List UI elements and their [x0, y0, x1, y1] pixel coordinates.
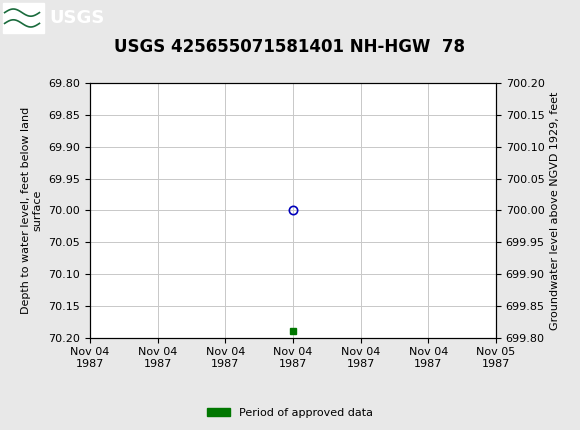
Bar	[3, 3, 43, 33]
Text: USGS 425655071581401 NH-HGW  78: USGS 425655071581401 NH-HGW 78	[114, 38, 466, 56]
Legend: Period of approved data: Period of approved data	[203, 403, 377, 422]
Text: USGS: USGS	[49, 9, 104, 27]
Y-axis label: Depth to water level, feet below land
surface: Depth to water level, feet below land su…	[21, 107, 43, 314]
Y-axis label: Groundwater level above NGVD 1929, feet: Groundwater level above NGVD 1929, feet	[550, 91, 560, 330]
